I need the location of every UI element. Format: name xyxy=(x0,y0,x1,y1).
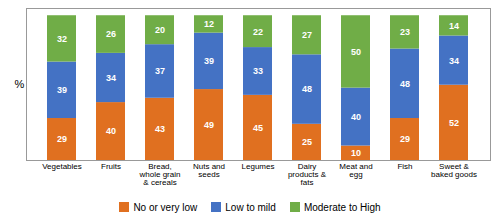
svg-text:39: 39 xyxy=(57,85,67,95)
svg-text:39: 39 xyxy=(204,56,214,66)
svg-text:49: 49 xyxy=(204,120,214,130)
svg-text:23: 23 xyxy=(400,27,410,37)
html-text:No or very low: No or very low xyxy=(133,201,198,213)
svg-text:50: 50 xyxy=(351,47,361,57)
svg-text:34: 34 xyxy=(449,55,459,65)
svg-text:32: 32 xyxy=(57,34,67,44)
svg-text:Meat andegg: Meat andegg xyxy=(339,162,372,179)
svg-text:Nuts andseeds: Nuts andseeds xyxy=(193,162,225,179)
html-text:Low to mild: Low to mild xyxy=(225,201,276,213)
svg-text:22: 22 xyxy=(253,27,263,37)
svg-text:37: 37 xyxy=(155,66,165,76)
svg-text:52: 52 xyxy=(449,118,459,128)
svg-text:43: 43 xyxy=(155,124,165,134)
svg-text:45: 45 xyxy=(253,123,263,133)
svg-text:Fruits: Fruits xyxy=(101,162,121,171)
svg-text:Fish: Fish xyxy=(397,162,412,171)
svg-text:Legumes: Legumes xyxy=(242,162,275,171)
svg-text:Bread,whole grain& cereals: Bread,whole grain& cereals xyxy=(139,162,181,187)
svg-text:48: 48 xyxy=(302,84,312,94)
svg-text:25: 25 xyxy=(302,137,312,147)
svg-text:34: 34 xyxy=(106,73,116,83)
svg-text:12: 12 xyxy=(204,19,214,29)
svg-text:20: 20 xyxy=(155,25,165,35)
svg-text:29: 29 xyxy=(57,134,67,144)
svg-text:10: 10 xyxy=(351,148,361,158)
svg-text:26: 26 xyxy=(106,29,116,39)
svg-text:%: % xyxy=(15,78,25,90)
svg-text:Dairyproducts &fats: Dairyproducts &fats xyxy=(288,162,327,187)
svg-text:Vegetables: Vegetables xyxy=(42,162,82,171)
svg-text:29: 29 xyxy=(400,134,410,144)
svg-text:48: 48 xyxy=(400,79,410,89)
svg-text:33: 33 xyxy=(253,66,263,76)
svg-text:40: 40 xyxy=(106,126,116,136)
svg-text:27: 27 xyxy=(302,30,312,40)
html-text:Moderate to High: Moderate to High xyxy=(303,201,381,213)
svg-text:Sweet &baked goods: Sweet &baked goods xyxy=(431,162,477,179)
svg-text:40: 40 xyxy=(351,112,361,122)
svg-text:14: 14 xyxy=(449,21,459,31)
